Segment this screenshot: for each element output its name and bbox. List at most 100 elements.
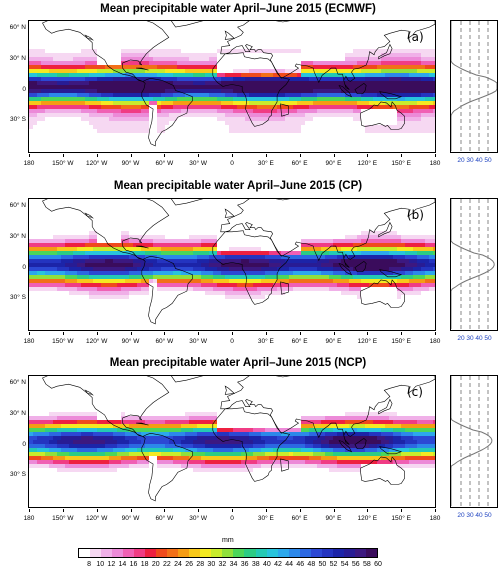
field-cell [297, 211, 302, 216]
field-cell [97, 137, 102, 142]
field-cell [285, 85, 290, 90]
field-cell [229, 105, 234, 110]
field-cell [265, 33, 270, 38]
field-cell [341, 81, 346, 86]
field-cell [421, 73, 426, 78]
lon-tick [96, 154, 98, 157]
field-cell [325, 219, 330, 224]
field-cell [329, 125, 334, 130]
field-cell [257, 29, 262, 34]
field-cell [101, 73, 106, 78]
field-cell [49, 231, 54, 236]
field-cell [225, 25, 230, 30]
field-cell [177, 85, 182, 90]
field-cell [121, 117, 126, 122]
field-cell [153, 149, 158, 152]
field-cell [433, 81, 435, 86]
field-cell [193, 239, 198, 244]
field-cell [173, 239, 178, 244]
field-cell [341, 141, 346, 146]
field-cell [133, 49, 138, 54]
map-field-a [29, 21, 435, 152]
field-cell [365, 113, 370, 118]
field-cell [121, 235, 126, 240]
field-cell [285, 41, 290, 46]
field-cell [105, 109, 110, 114]
field-cell [145, 53, 150, 58]
field-cell [297, 33, 302, 38]
field-cell [321, 255, 326, 260]
field-cell [173, 93, 178, 98]
field-cell [413, 247, 418, 252]
field-cell [313, 69, 318, 74]
field-cell [337, 77, 342, 82]
field-cell [101, 49, 106, 54]
field-cell [273, 33, 278, 38]
field-cell [121, 227, 126, 232]
field-cell [129, 227, 134, 232]
field-cell [421, 129, 426, 134]
field-cell [261, 231, 266, 236]
field-cell [421, 211, 426, 216]
field-cell [385, 255, 390, 260]
field-cell [277, 37, 282, 42]
field-cell [101, 211, 106, 216]
field-cell [249, 255, 254, 260]
field-cell [173, 247, 178, 252]
field-cell [217, 93, 222, 98]
field-cell [361, 29, 366, 34]
field-cell [201, 65, 206, 70]
field-cell [121, 121, 126, 126]
field-cell [321, 121, 326, 126]
field-cell [117, 109, 122, 114]
field-cell [149, 73, 154, 78]
field-cell [225, 211, 230, 216]
field-cell [349, 199, 354, 204]
field-cell [353, 101, 358, 106]
field-cell [353, 125, 358, 130]
field-cell [377, 243, 382, 248]
field-cell [65, 101, 70, 106]
field-cell [257, 247, 262, 252]
field-cell [401, 149, 406, 152]
field-cell [269, 199, 274, 204]
field-cell [61, 239, 66, 244]
field-cell [401, 73, 406, 78]
field-cell [273, 239, 278, 244]
field-cell [317, 93, 322, 98]
field-cell [121, 137, 126, 142]
field-cell [353, 57, 358, 62]
field-cell [349, 101, 354, 106]
field-cell [321, 211, 326, 216]
field-cell [325, 33, 330, 38]
field-cell [421, 137, 426, 142]
field-cell [205, 109, 210, 114]
field-cell [293, 65, 298, 70]
field-cell [289, 69, 294, 74]
field-cell [101, 203, 106, 208]
field-cell [257, 207, 262, 212]
field-cell [177, 125, 182, 130]
field-cell [389, 121, 394, 126]
field-cell [105, 89, 110, 94]
field-cell [45, 259, 50, 264]
field-cell [145, 211, 150, 216]
field-cell [377, 129, 382, 134]
field-cell [329, 203, 334, 208]
field-cell [141, 37, 146, 42]
field-cell [341, 137, 346, 142]
field-cell [325, 45, 330, 50]
field-cell [321, 251, 326, 256]
field-cell [145, 133, 150, 138]
field-cell [93, 223, 98, 228]
field-cell [273, 49, 278, 54]
field-cell [345, 137, 350, 142]
field-cell [397, 61, 402, 66]
coastline [379, 91, 403, 100]
field-cell [245, 81, 250, 86]
field-cell [265, 57, 270, 62]
field-cell [369, 203, 374, 208]
field-cell [313, 199, 318, 204]
field-cell [305, 33, 310, 38]
field-cell [109, 101, 114, 106]
